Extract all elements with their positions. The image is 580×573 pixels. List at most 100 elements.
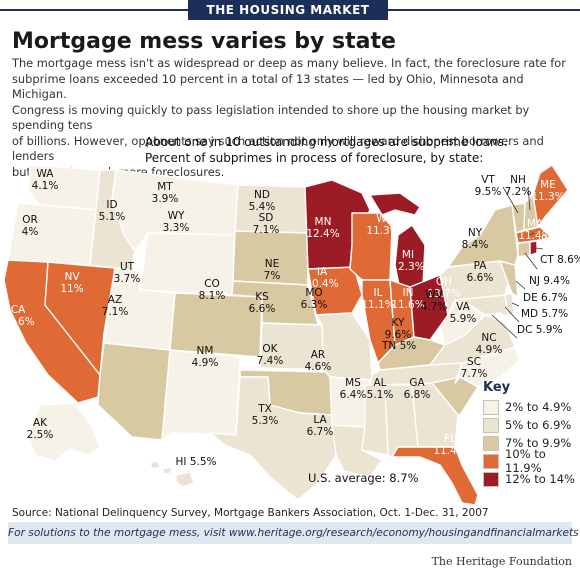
state-label-NY: NY 8.4% (462, 227, 489, 251)
state-IA (307, 266, 363, 316)
state-label-AR: AR 4.6% (305, 349, 332, 373)
state-label-DC: DC 5.9% (517, 324, 562, 336)
leader-DC (491, 314, 518, 339)
state-FL (391, 446, 479, 505)
state-label-NH: NH 7.2% (505, 174, 532, 198)
legend-swatch (483, 399, 499, 415)
legend-item: 10% to 11.9% (483, 447, 575, 475)
state-label-WV: WV 4.7% (421, 289, 448, 313)
state-label-MS: MS 6.4% (340, 377, 367, 401)
intro-line: subprime loans exceeded 10 percent in a … (12, 71, 524, 102)
legend-item: 12% to 14% (483, 470, 575, 488)
state-NM (161, 349, 241, 441)
legend-label: 5% to 6.9% (505, 418, 572, 432)
source-note: Source: National Delinquency Survey, Mor… (12, 507, 489, 519)
legend-swatch (483, 471, 499, 487)
state-RI (529, 240, 538, 256)
state-label-AZ: AZ 7.1% (102, 294, 129, 318)
state-label-TN: TN 5% (381, 340, 416, 352)
us-average: U.S. average: 8.7% (308, 471, 419, 485)
footer-link[interactable]: For solutions to the mortgage mess, visi… (8, 522, 579, 544)
leader-CT (524, 252, 538, 270)
state-SC (431, 376, 479, 416)
state-label-HI: HI 5.5% (175, 456, 216, 468)
leader-RI (535, 247, 544, 250)
state-label-ND: ND 5.4% (249, 189, 276, 213)
leader-NH (527, 186, 531, 211)
state-label-ID: ID 5.1% (99, 199, 126, 223)
state-label-OR: OR 4% (22, 214, 39, 238)
intro-line: The mortgage mess isn't as widespread or… (12, 56, 566, 70)
state-label-SC: SC 7.7% (461, 356, 488, 380)
leader-MA (529, 232, 535, 236)
state-label-CT: CT 8.6% (540, 254, 580, 266)
intro-line: Congress is moving quickly to pass legis… (12, 102, 530, 133)
state-label-IL: IL 11.1% (361, 287, 394, 311)
state-OH (409, 274, 449, 341)
legend-label: 10% to 11.9% (505, 447, 546, 475)
state-label-OH: OH 13.7% (427, 276, 460, 300)
state-label-MN: MN 12.4% (306, 216, 339, 240)
state-label-WI: WI 11.3% (366, 213, 399, 237)
leader-MD (504, 306, 520, 323)
subtitle-line: Percent of subprimes in process of forec… (145, 151, 484, 165)
legend-swatch (483, 453, 499, 469)
legend-swatch (483, 435, 499, 451)
state-label-MA: MA 11.4% (518, 218, 551, 242)
state-label-AK: AK 2.5% (27, 417, 54, 441)
state-label-AL: AL 5.1% (367, 377, 394, 401)
state-label-TX: TX 5.3% (252, 403, 279, 427)
state-label-KS: KS 6.6% (249, 291, 276, 315)
state-MA (515, 226, 553, 244)
legend-item: 2% to 4.9% (483, 398, 575, 416)
state-MS (361, 384, 389, 456)
map-subtitle: About one in 10 outstanding mortgages ar… (145, 134, 508, 166)
headline: Mortgage mess varies by state (12, 29, 396, 54)
state-NY (447, 204, 519, 268)
legend-label: 12% to 14% (505, 472, 575, 486)
state-label-IA: IA 10.4% (305, 266, 338, 290)
leader-VT (502, 186, 519, 214)
leader-lines (491, 186, 544, 339)
state-NC (454, 346, 521, 388)
state-AZ (97, 342, 171, 441)
state-labels: WA 4.1% OR 4% CA 10.6% NV 11% ID 5.1% MT 3.9% WY 3.3%… (1, 168, 580, 468)
legend-item: 5% to 6.9% (483, 416, 575, 434)
state-CT (517, 241, 531, 258)
state-shapes (3, 165, 569, 505)
leader-DE (511, 302, 520, 307)
state-label-FL: FL 11.4% (433, 433, 466, 457)
subtitle-line: About one in 10 outstanding mortgages ar… (145, 135, 508, 149)
state-label-MT: MT 3.9% (152, 181, 179, 205)
state-label-CA: CA 10.6% (1, 304, 34, 328)
state-label-VA: VA 5.9% (450, 301, 477, 325)
legend-swatch (483, 417, 499, 433)
state-label-MO: MO 6.3% (301, 287, 328, 311)
state-label-NC: NC 4.9% (476, 332, 503, 356)
legend-item: 7% to 9.9% (483, 434, 575, 452)
state-label-UT: UT 3.7% (114, 261, 141, 285)
state-AK (27, 402, 101, 462)
state-label-VT: VT 9.5% (475, 174, 502, 198)
state-label-SD: SD 7.1% (253, 212, 280, 236)
state-label-ME: ME 11.3% (531, 179, 564, 203)
publisher-credit: The Heritage Foundation (431, 555, 572, 568)
legend-label: 2% to 4.9% (505, 400, 572, 414)
state-label-IN: IN 11.6% (391, 287, 424, 311)
state-label-GA: GA 6.8% (404, 377, 431, 401)
state-label-DE: DE 6.7% (523, 292, 568, 304)
state-label-OK: OK 7.4% (257, 343, 284, 367)
state-label-PA: PA 6.6% (467, 260, 494, 284)
state-label-WA: WA 4.1% (32, 168, 59, 192)
state-label-WY: WY 3.3% (163, 210, 190, 234)
map-legend: Key 2% to 4.9% 5% to 6.9% 7% to 9.9% 10%… (483, 380, 575, 488)
state-label-NE: NE 7% (264, 258, 281, 282)
state-TX (209, 376, 337, 501)
intro-line: of billions. However, opponents say such… (12, 133, 544, 164)
state-WY (139, 232, 236, 296)
state-label-CO: CO 8.1% (199, 278, 226, 302)
state-GA (411, 382, 459, 448)
state-label-NV: NV 11% (60, 271, 83, 295)
state-label-MI: MI 12.3% (391, 249, 424, 273)
banner-label: THE HOUSING MARKET (188, 0, 388, 20)
